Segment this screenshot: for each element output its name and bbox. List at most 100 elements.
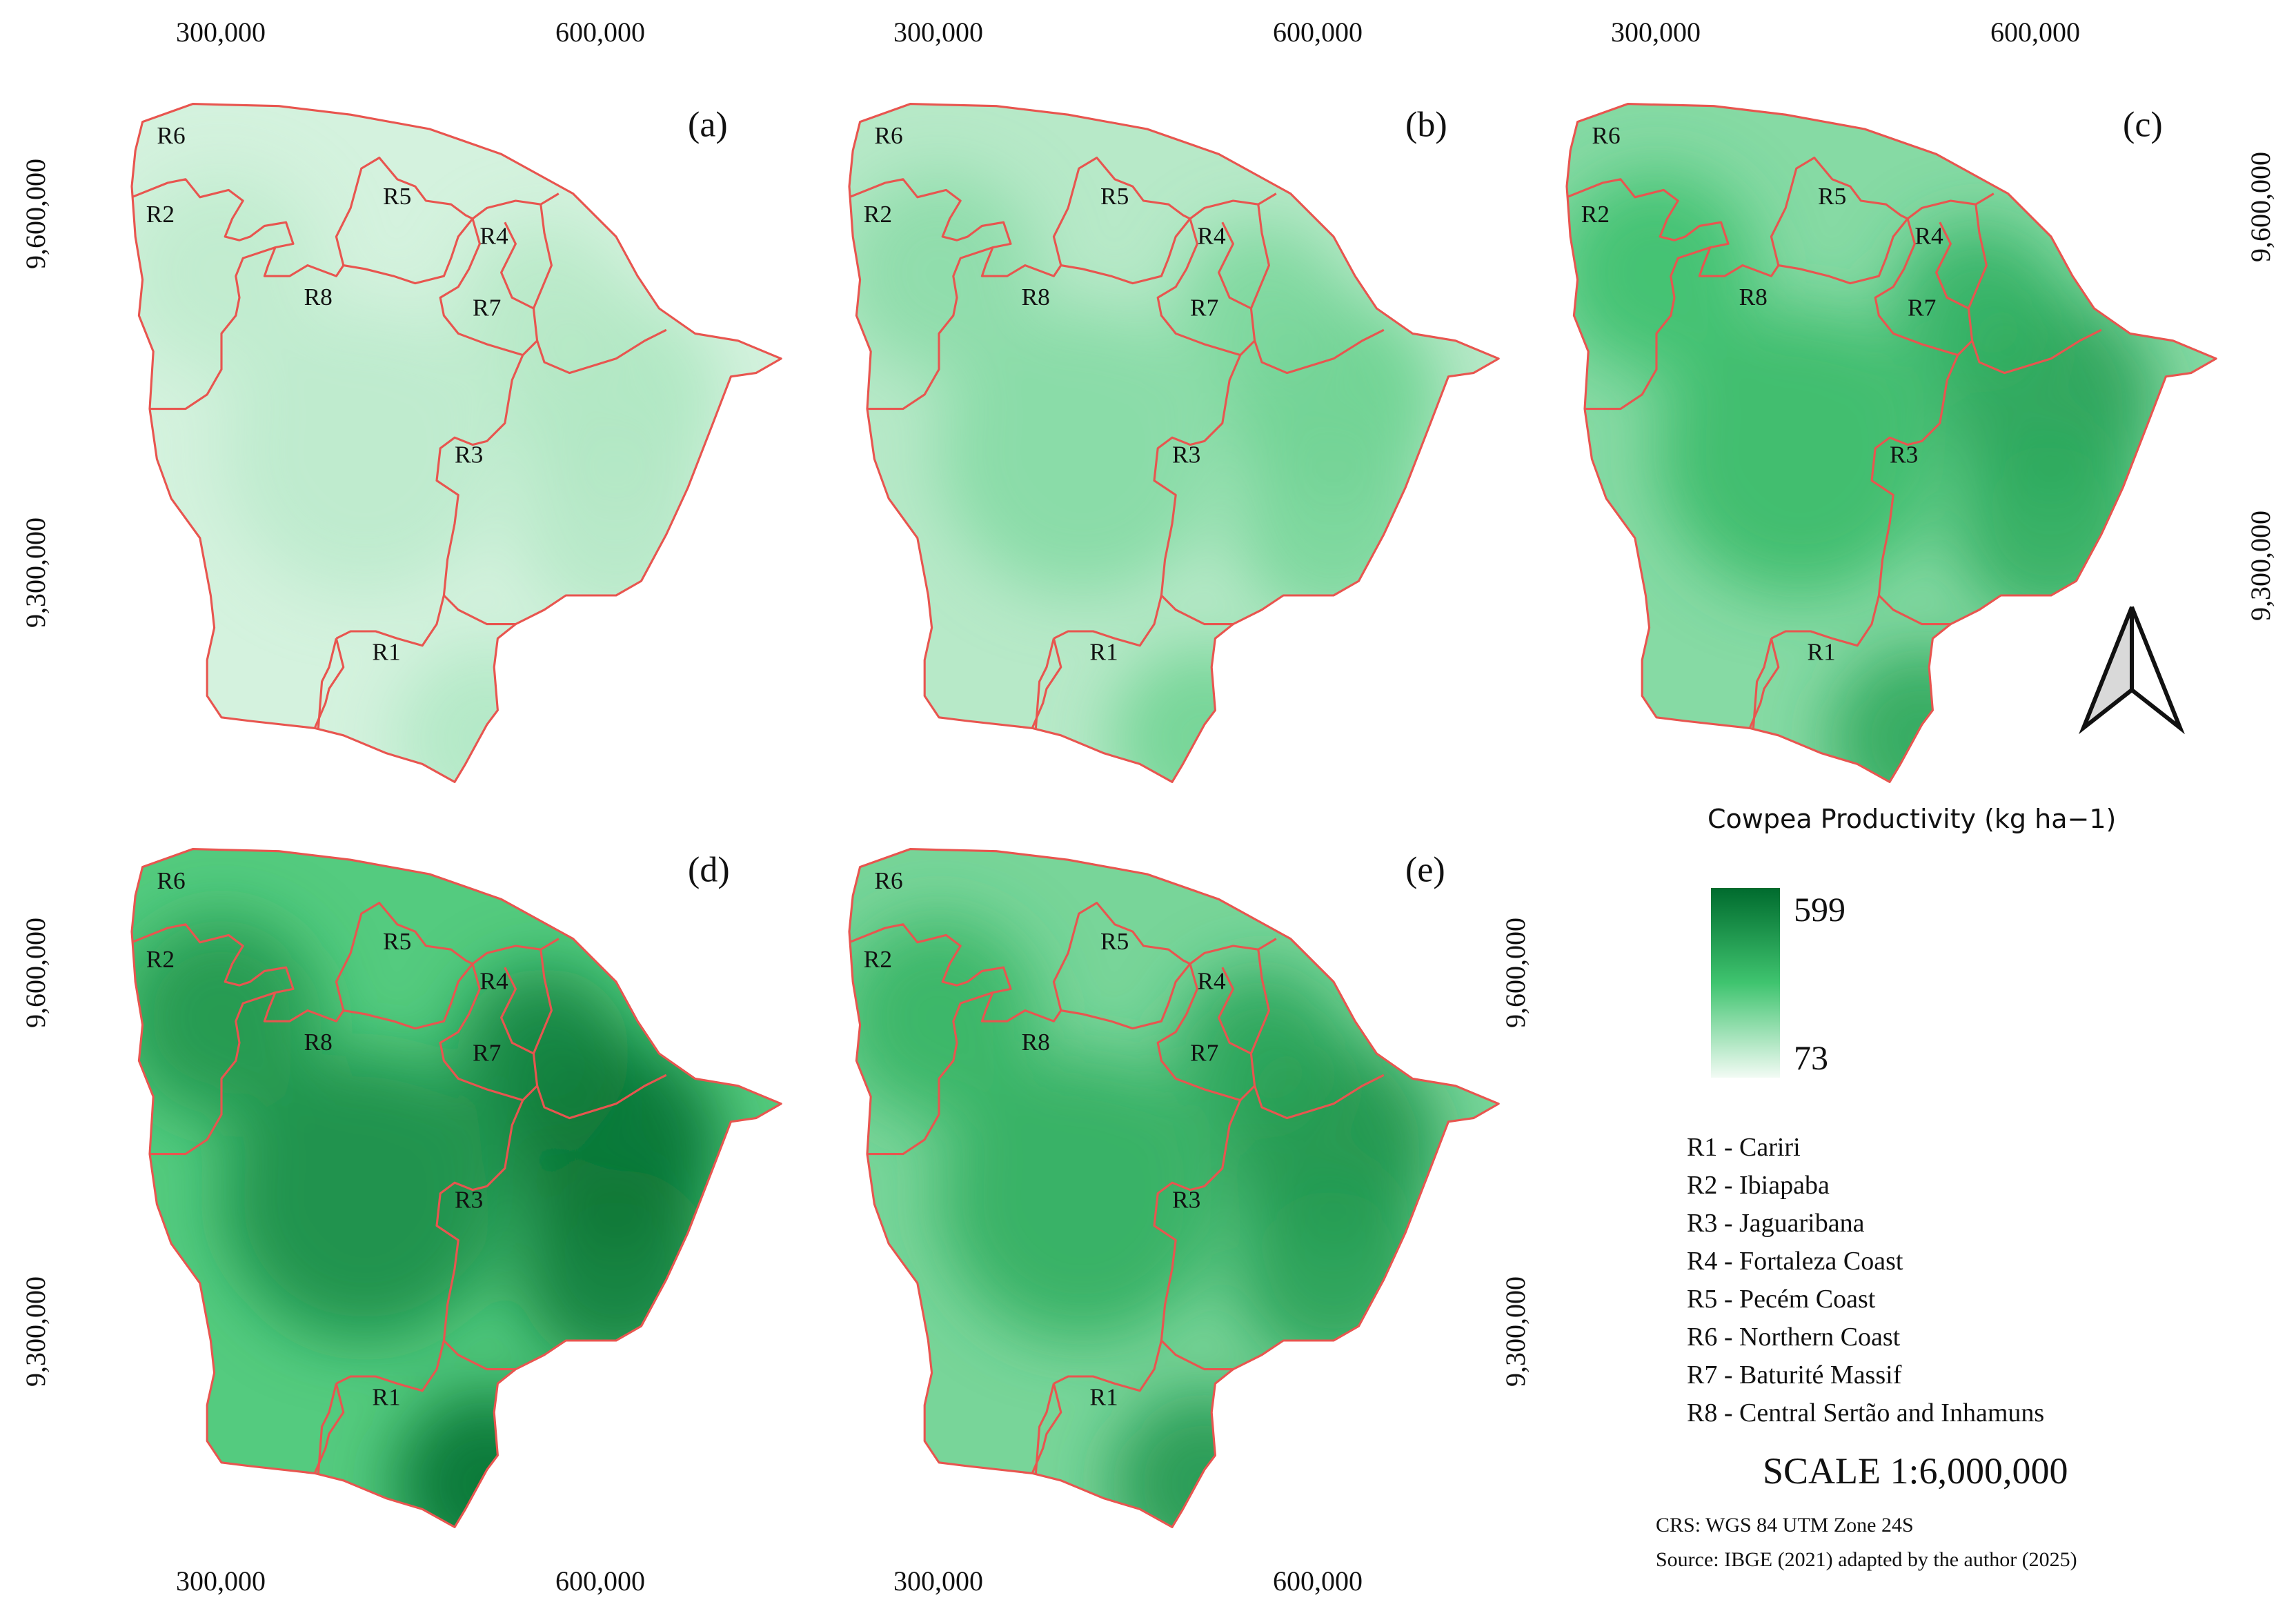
x-tick-300000-b: 300,000	[893, 17, 983, 48]
region-border-4	[1189, 192, 1277, 220]
region-border-7	[536, 328, 667, 375]
hotspot-2	[1176, 967, 1348, 1140]
hotspot-4	[849, 917, 1040, 1118]
region-border-2	[335, 902, 473, 1011]
region-label-r3: R3	[1172, 441, 1200, 468]
region-label-r6: R6	[157, 867, 185, 894]
region-border-6	[532, 204, 553, 309]
x-tick-300000-e: 300,000	[893, 1565, 983, 1597]
region-border-0	[849, 178, 1062, 277]
north-arrow-icon	[2079, 606, 2185, 735]
panel-label: (c)	[2123, 105, 2163, 144]
legend-color-ramp	[1711, 888, 1780, 1078]
region-border-10	[1752, 638, 1772, 729]
region-label-r4: R4	[1197, 967, 1226, 994]
scale-label: SCALE 1:6,000,000	[1763, 1450, 2068, 1492]
y-tick-9600000-right-bottom: 9,600,000	[1500, 918, 1531, 1028]
region-label-r7: R7	[1190, 1038, 1218, 1066]
hotspot-2	[1176, 222, 1348, 395]
x-tick-600000-e: 600,000	[1273, 1565, 1363, 1597]
hotspot-1	[393, 1390, 580, 1528]
region-label-r7: R7	[473, 1038, 501, 1066]
panel-label: (b)	[1405, 105, 1447, 144]
region-border-2	[1052, 157, 1191, 266]
region-border-8	[335, 1099, 524, 1392]
y-tick-9600000-right-top: 9,600,000	[2245, 152, 2276, 262]
state-outline	[1565, 103, 2217, 783]
legend-region-r6: R6 - Northern Coast	[1687, 1323, 1901, 1352]
region-border-2	[1052, 902, 1191, 1011]
region-label-r2: R2	[1581, 200, 1610, 228]
hotspot-3	[221, 308, 508, 595]
region-label-r5: R5	[1818, 182, 1846, 210]
legend-region-r4: R4 - Fortaleza Coast	[1687, 1247, 1903, 1276]
hotspot-2	[1893, 222, 2066, 395]
y-tick-9300000-right-top: 9,300,000	[2245, 511, 2276, 621]
region-label-r6: R6	[1592, 121, 1620, 149]
region-label-r1: R1	[372, 638, 400, 666]
region-label-r7: R7	[1908, 293, 1936, 321]
region-label-r8: R8	[1739, 283, 1768, 310]
region-border-9	[443, 594, 516, 626]
hotspot-2	[458, 222, 631, 395]
map-panel-b: R6 R2 R5 R4 R8 R7 R3 R1 (b)	[848, 103, 1500, 783]
region-label-r6: R6	[874, 121, 902, 149]
region-border-7	[1254, 1074, 1385, 1120]
region-border-1	[867, 246, 993, 411]
region-border-0	[131, 178, 345, 277]
source-note: Source: IBGE (2021) adapted by the autho…	[1656, 1548, 2077, 1571]
region-border-11	[313, 1383, 345, 1474]
region-label-r3: R3	[455, 1186, 483, 1214]
crs-note: CRS: WGS 84 UTM Zone 24S	[1656, 1514, 1914, 1536]
region-border-6	[1249, 204, 1270, 309]
legend-region-r1: R1 - Cariri	[1687, 1133, 1801, 1162]
region-border-11	[1031, 1383, 1062, 1474]
region-border-4	[1189, 938, 1277, 965]
region-border-9	[1160, 594, 1234, 626]
region-border-8	[335, 354, 524, 647]
region-border-9	[1878, 594, 1951, 626]
map-panel-a: R6 R2 R5 R4 R8 R7 R3 R1 (a)	[130, 103, 782, 783]
region-border-0	[849, 923, 1062, 1022]
region-label-r6: R6	[874, 867, 902, 894]
productivity-hotspots	[849, 917, 1441, 1528]
hotspot-5	[1233, 423, 1434, 624]
panel-label: (d)	[688, 850, 730, 889]
region-label-r5: R5	[1100, 927, 1129, 955]
region-border-10	[317, 638, 337, 729]
hotspot-3	[221, 1054, 508, 1341]
region-border-11	[313, 638, 345, 729]
y-tick-9300000-top: 9,300,000	[20, 517, 51, 628]
region-border-6	[532, 949, 553, 1054]
top-x-axis: 300,000 600,000 300,000 600,000 300,000 …	[176, 17, 2080, 48]
region-border-10	[1034, 1383, 1055, 1474]
hotspot-5	[1950, 423, 2152, 624]
region-label-r1: R1	[1089, 638, 1118, 666]
region-label-r3: R3	[1172, 1186, 1200, 1214]
y-tick-9600000-top: 9,600,000	[20, 159, 51, 269]
region-border-11	[1031, 638, 1062, 729]
panel-label: (e)	[1405, 850, 1445, 889]
hotspot-2	[458, 967, 631, 1140]
x-tick-600000-b: 600,000	[1273, 17, 1363, 48]
region-border-8	[1053, 1099, 1242, 1392]
region-label-r5: R5	[383, 927, 411, 955]
region-label-r1: R1	[372, 1383, 400, 1411]
region-border-3	[1060, 963, 1191, 1030]
region-label-r8: R8	[1022, 1028, 1050, 1056]
region-label-r2: R2	[146, 945, 175, 973]
x-tick-600000-c: 600,000	[1990, 17, 2080, 48]
region-border-6	[1249, 949, 1270, 1054]
legend-region-r2: R2 - Ibiapaba	[1687, 1171, 1830, 1200]
region-border-7	[1971, 328, 2102, 375]
region-label-r2: R2	[146, 200, 175, 228]
region-border-6	[1967, 204, 1988, 309]
region-label-r6: R6	[157, 121, 185, 149]
region-border-5	[1874, 218, 1974, 357]
region-border-10	[317, 1383, 337, 1474]
region-label-r8: R8	[304, 283, 333, 310]
hotspot-4	[131, 917, 322, 1118]
hotspot-5	[1233, 1168, 1434, 1370]
hotspot-5	[515, 423, 717, 624]
